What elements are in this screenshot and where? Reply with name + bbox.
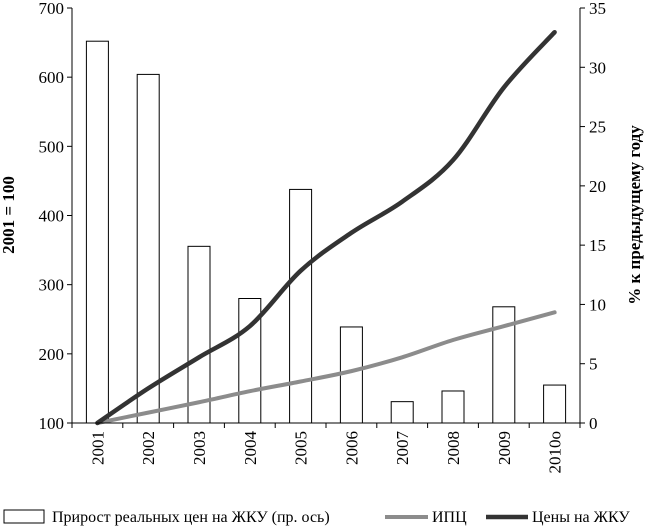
x-tick-label: 2004: [241, 431, 260, 466]
legend-cpi-label: ИПЦ: [432, 509, 467, 526]
right-tick-label: 30: [589, 58, 606, 77]
y2-axis-title: % к предыдущему году: [625, 125, 644, 305]
bar-2005: [289, 188, 313, 424]
left-tick-label: 500: [39, 137, 65, 156]
left-tick-label: 200: [39, 345, 65, 364]
right-tick-label: 0: [589, 414, 598, 433]
x-tick-label: 2006: [342, 431, 361, 465]
bar-2010о: [543, 384, 567, 424]
x-tick-label: 2008: [444, 431, 463, 465]
x-tick-label: 2007: [393, 431, 412, 466]
x-tick-label: 2003: [190, 431, 209, 465]
bar-2001: [85, 40, 109, 424]
x-tick-label: 2010о: [546, 431, 565, 474]
bar-2002: [136, 73, 160, 424]
bar-2008: [441, 390, 465, 424]
left-tick-label: 300: [39, 276, 65, 295]
x-tick-label: 2001: [88, 431, 107, 465]
bar-2007: [390, 401, 414, 424]
legend-bar-label: Прирост реальных цен на ЖКУ (пр. ось): [52, 509, 330, 526]
cpi-line: [95, 310, 557, 425]
axes-layer: 100 200 300 400 500 600 700 0 5 10 15 20 25 30 35 2001 2…: [0, 0, 644, 474]
x-tick-label: 2002: [139, 431, 158, 465]
bar-2006: [339, 326, 363, 424]
x-tick-label: 2005: [292, 431, 311, 465]
right-tick-label: 25: [589, 118, 606, 137]
right-tick-label: 10: [589, 295, 606, 314]
left-tick-label: 600: [39, 68, 65, 87]
right-tick-label: 35: [589, 0, 606, 18]
right-tick-label: 5: [589, 355, 598, 374]
x-tick-label: 2009: [495, 431, 514, 465]
right-tick-label: 20: [589, 177, 606, 196]
right-tick-label: 15: [589, 236, 606, 255]
y-axis-title: 2001 = 100: [0, 176, 18, 254]
bar-2003: [187, 245, 211, 424]
left-tick-label: 700: [39, 0, 65, 18]
legend-bar-swatch: [3, 509, 45, 524]
left-tick-label: 400: [39, 207, 65, 226]
legend: Прирост реальных цен на ЖКУ (пр. ось) ИПЦ…: [3, 509, 630, 526]
utility-price-line: [95, 29, 557, 426]
legend-utility-label: Цены на ЖКУ: [532, 509, 630, 526]
lines-layer: [95, 29, 557, 426]
left-tick-label: 100: [39, 414, 65, 433]
